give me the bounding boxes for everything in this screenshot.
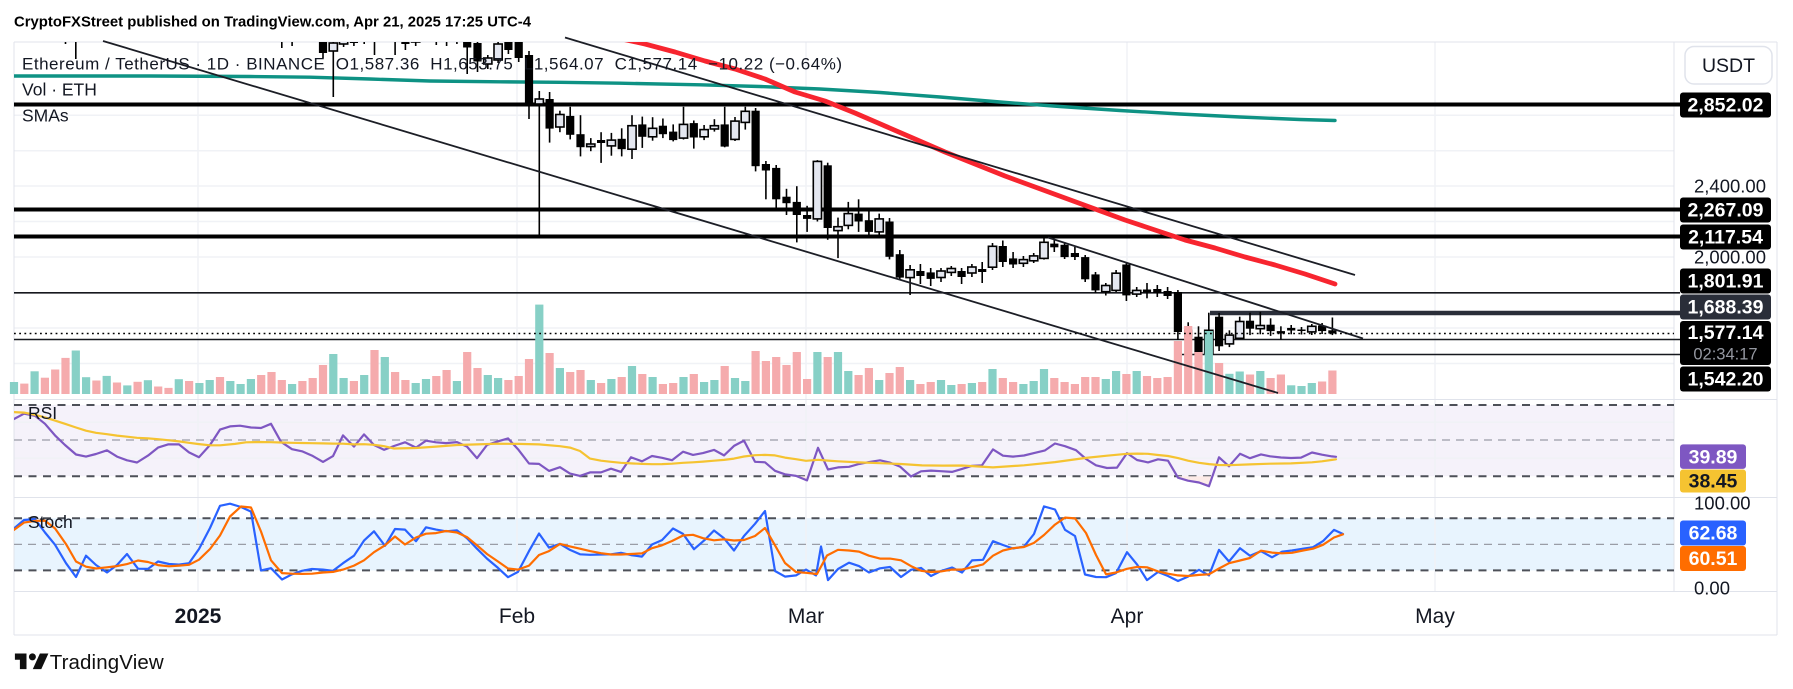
svg-text:1,542.20: 1,542.20 bbox=[1688, 369, 1764, 391]
svg-text:60.51: 60.51 bbox=[1689, 548, 1738, 570]
svg-text:CryptoFXStreet published on Tr: CryptoFXStreet published on TradingView.… bbox=[14, 14, 532, 31]
svg-text:2,400.00: 2,400.00 bbox=[1694, 175, 1766, 196]
svg-text:Ethereum / TetherUS · 1D · BIN: Ethereum / TetherUS · 1D · BINANCE O1,58… bbox=[22, 55, 842, 74]
svg-text:2,267.09: 2,267.09 bbox=[1688, 200, 1764, 222]
svg-text:1,688.39: 1,688.39 bbox=[1688, 297, 1764, 319]
svg-text:2,000.00: 2,000.00 bbox=[1694, 246, 1766, 267]
svg-text:1,801.91: 1,801.91 bbox=[1688, 271, 1764, 293]
svg-text:2,117.54: 2,117.54 bbox=[1688, 227, 1763, 249]
svg-text:100.00: 100.00 bbox=[1694, 492, 1751, 513]
svg-text:38.45: 38.45 bbox=[1689, 471, 1738, 493]
svg-text:Apr: Apr bbox=[1111, 605, 1144, 628]
svg-text:RSI: RSI bbox=[28, 403, 57, 423]
svg-text:1,577.14: 1,577.14 bbox=[1688, 322, 1764, 344]
svg-text:02:34:17: 02:34:17 bbox=[1693, 346, 1757, 364]
svg-text:Vol · ETH: Vol · ETH bbox=[22, 80, 97, 100]
svg-text:62.68: 62.68 bbox=[1689, 523, 1738, 545]
svg-text:May: May bbox=[1415, 605, 1455, 628]
svg-text:39.89: 39.89 bbox=[1689, 446, 1738, 468]
svg-text:Mar: Mar bbox=[788, 605, 824, 628]
svg-text:Feb: Feb bbox=[499, 605, 535, 628]
svg-text:TradingView: TradingView bbox=[50, 651, 164, 674]
svg-text:2,852.02: 2,852.02 bbox=[1688, 95, 1764, 117]
svg-text:USDT: USDT bbox=[1702, 55, 1755, 77]
svg-text:0.00: 0.00 bbox=[1694, 577, 1730, 598]
svg-text:Stoch: Stoch bbox=[28, 512, 73, 532]
svg-text:SMAs: SMAs bbox=[22, 106, 69, 126]
svg-text:2025: 2025 bbox=[175, 605, 222, 628]
